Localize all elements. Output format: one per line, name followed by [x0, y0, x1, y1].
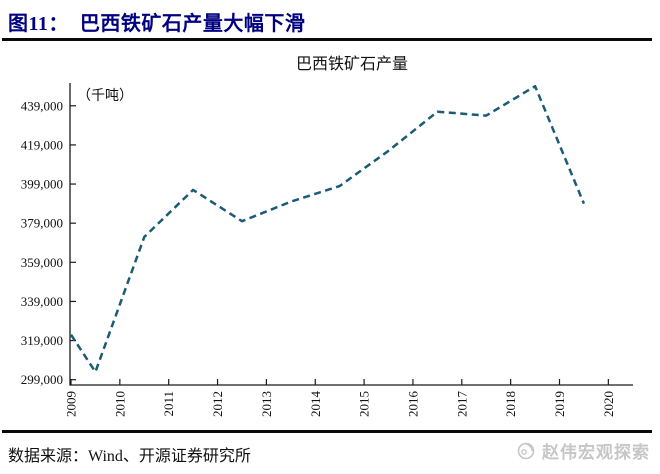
y-tick-label: 319,000 [21, 333, 63, 348]
x-axis-ticks: 2009 2010 2011 2012 2013 2014 2015 2016 2017 2018… [64, 379, 616, 417]
axes [69, 83, 633, 386]
x-tick-label: 2015 [357, 391, 372, 417]
footer-divider [2, 430, 652, 433]
data-series [69, 84, 586, 374]
y-tick-label: 359,000 [21, 255, 63, 270]
header-divider [2, 38, 652, 41]
y-tick-label: 439,000 [21, 98, 63, 113]
y-axis-ticks: 299,000 319,000 339,000 359,000 379,000 399,0… [21, 98, 76, 387]
x-tick-label: 2020 [601, 391, 616, 417]
x-tick-label: 2013 [259, 391, 274, 417]
y-axis-unit-label: （千吨） [77, 88, 133, 104]
data-source-note: 数据来源：Wind、开源证券研究所 [8, 448, 251, 465]
x-tick-label: 2018 [503, 391, 518, 417]
watermark: 赵伟宏观探索 [516, 438, 650, 463]
x-tick-label: 2016 [405, 391, 420, 418]
x-tick-label: 2014 [308, 391, 323, 418]
chart-title: 巴西铁矿石产量 [296, 55, 408, 73]
x-tick-label: 2010 [112, 391, 127, 417]
figure-title: 图11： 巴西铁矿石产量大幅下滑 [8, 13, 306, 35]
y-tick-label: 399,000 [21, 177, 63, 192]
x-tick-label: 2009 [64, 391, 79, 417]
x-tick-label: 2012 [210, 391, 225, 417]
line-chart: 巴西铁矿石产量 （千吨） 299,000 319,000 339,000 359,00… [21, 55, 633, 417]
y-tick-label: 419,000 [21, 137, 63, 152]
x-tick-label: 2019 [552, 391, 567, 417]
watermark-label: 赵伟宏观探索 [542, 443, 650, 462]
y-tick-label: 299,000 [21, 372, 63, 387]
production-line [69, 84, 586, 374]
x-tick-label: 2011 [161, 391, 176, 417]
y-tick-label: 379,000 [21, 216, 63, 231]
y-tick-label: 339,000 [21, 294, 63, 309]
watermark-logo-icon [517, 442, 535, 459]
x-tick-label: 2017 [454, 391, 469, 418]
